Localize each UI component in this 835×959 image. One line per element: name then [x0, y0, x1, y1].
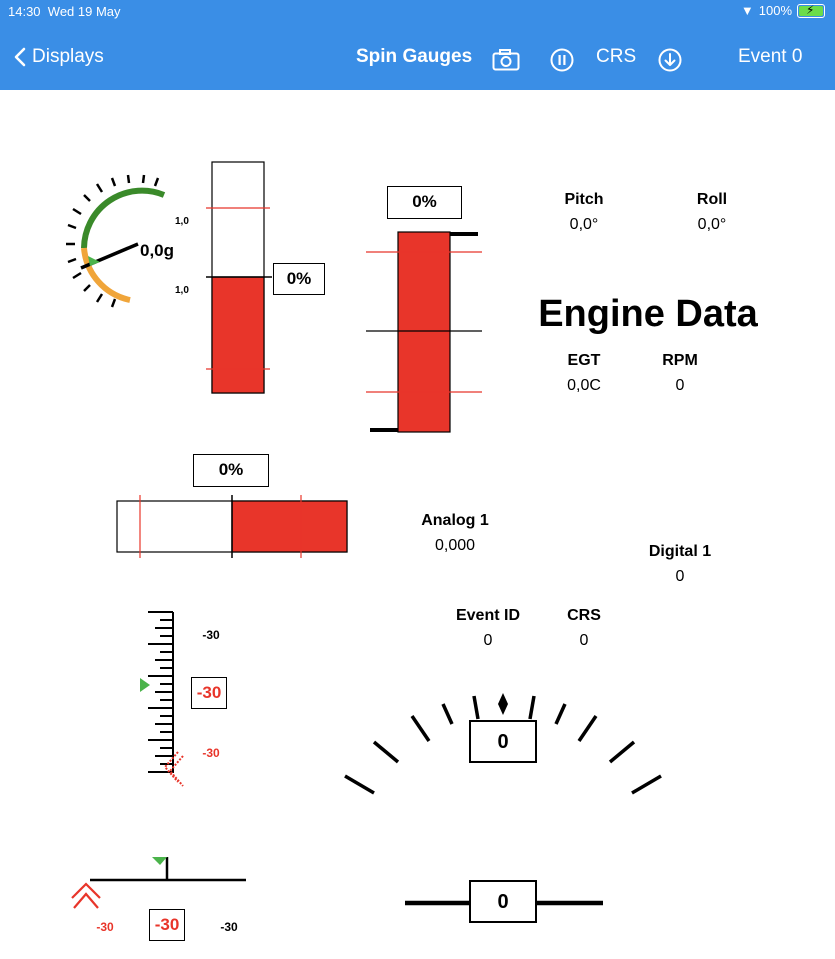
- status-time: 14:30 Wed 19 May: [8, 4, 121, 19]
- chevron-left-icon: [14, 47, 26, 67]
- htape-left-label: -30: [96, 920, 114, 934]
- htape-right-label: -30: [220, 920, 238, 934]
- vbar1-percent: 0%: [273, 263, 325, 295]
- analog1-value: 0,000: [434, 537, 476, 554]
- pause-icon[interactable]: [550, 48, 574, 72]
- download-icon[interactable]: [658, 48, 682, 72]
- g-gauge-value: 0,0g: [140, 241, 175, 260]
- nav-title: Spin Gauges: [356, 46, 473, 67]
- egt-value: 0,0C: [567, 377, 601, 394]
- event-id-value: 0: [483, 632, 493, 649]
- hbar-percent: 0%: [193, 454, 269, 487]
- horizontal-tape: [71, 857, 246, 909]
- vbar2-gauge: [366, 231, 482, 433]
- crs-button[interactable]: CRS: [596, 46, 637, 67]
- vtape-top-label: -30: [202, 628, 220, 642]
- rpm-label: RPM: [662, 352, 698, 369]
- pitch-value: 0,0°: [569, 216, 599, 233]
- hbar-gauge: [116, 495, 348, 558]
- rpm-value: 0: [675, 377, 685, 394]
- arc-gauge: [344, 693, 662, 795]
- wifi-icon: ▼: [740, 3, 754, 18]
- vbar2-percent: 0%: [387, 186, 462, 219]
- back-label: Displays: [32, 46, 104, 67]
- egt-label: EGT: [567, 352, 601, 369]
- event-button[interactable]: Event 0: [738, 46, 803, 67]
- vtape-bottom-label: -30: [202, 746, 220, 760]
- roll-label: Roll: [696, 191, 728, 208]
- back-button[interactable]: Displays: [14, 46, 104, 68]
- nav-bar: Displays Spin Gauges CRS Event 0: [0, 22, 835, 90]
- pitch-label: Pitch: [564, 191, 604, 208]
- digital1-label: Digital 1: [648, 543, 712, 560]
- g-gauge-lower-label: 1,0: [175, 285, 189, 296]
- analog1-label: Analog 1: [421, 512, 489, 529]
- crs-value: 0: [579, 632, 589, 649]
- hline-gauge-value: 0: [469, 880, 537, 923]
- digital1-value: 0: [675, 568, 685, 585]
- htape-value-box: -30: [149, 909, 185, 941]
- g-gauge-upper-label: 1,0: [175, 216, 189, 227]
- vbar1-gauge: [206, 161, 272, 394]
- vertical-tape: [140, 611, 184, 787]
- battery-percent: 100%: [758, 3, 792, 18]
- engine-data-title: Engine Data: [538, 293, 758, 335]
- camera-icon[interactable]: [492, 49, 520, 71]
- battery-icon: ⚡: [797, 3, 825, 18]
- roll-value: 0,0°: [697, 216, 727, 233]
- event-id-label: Event ID: [455, 607, 520, 624]
- crs-label: CRS: [567, 607, 601, 624]
- status-bar: 14:30 Wed 19 May ▼ 100% ⚡: [0, 0, 835, 22]
- g-gauge: [66, 174, 166, 308]
- arc-gauge-value: 0: [469, 720, 537, 763]
- vtape-value-box: -30: [191, 677, 227, 709]
- status-right: ▼ 100% ⚡: [741, 3, 825, 18]
